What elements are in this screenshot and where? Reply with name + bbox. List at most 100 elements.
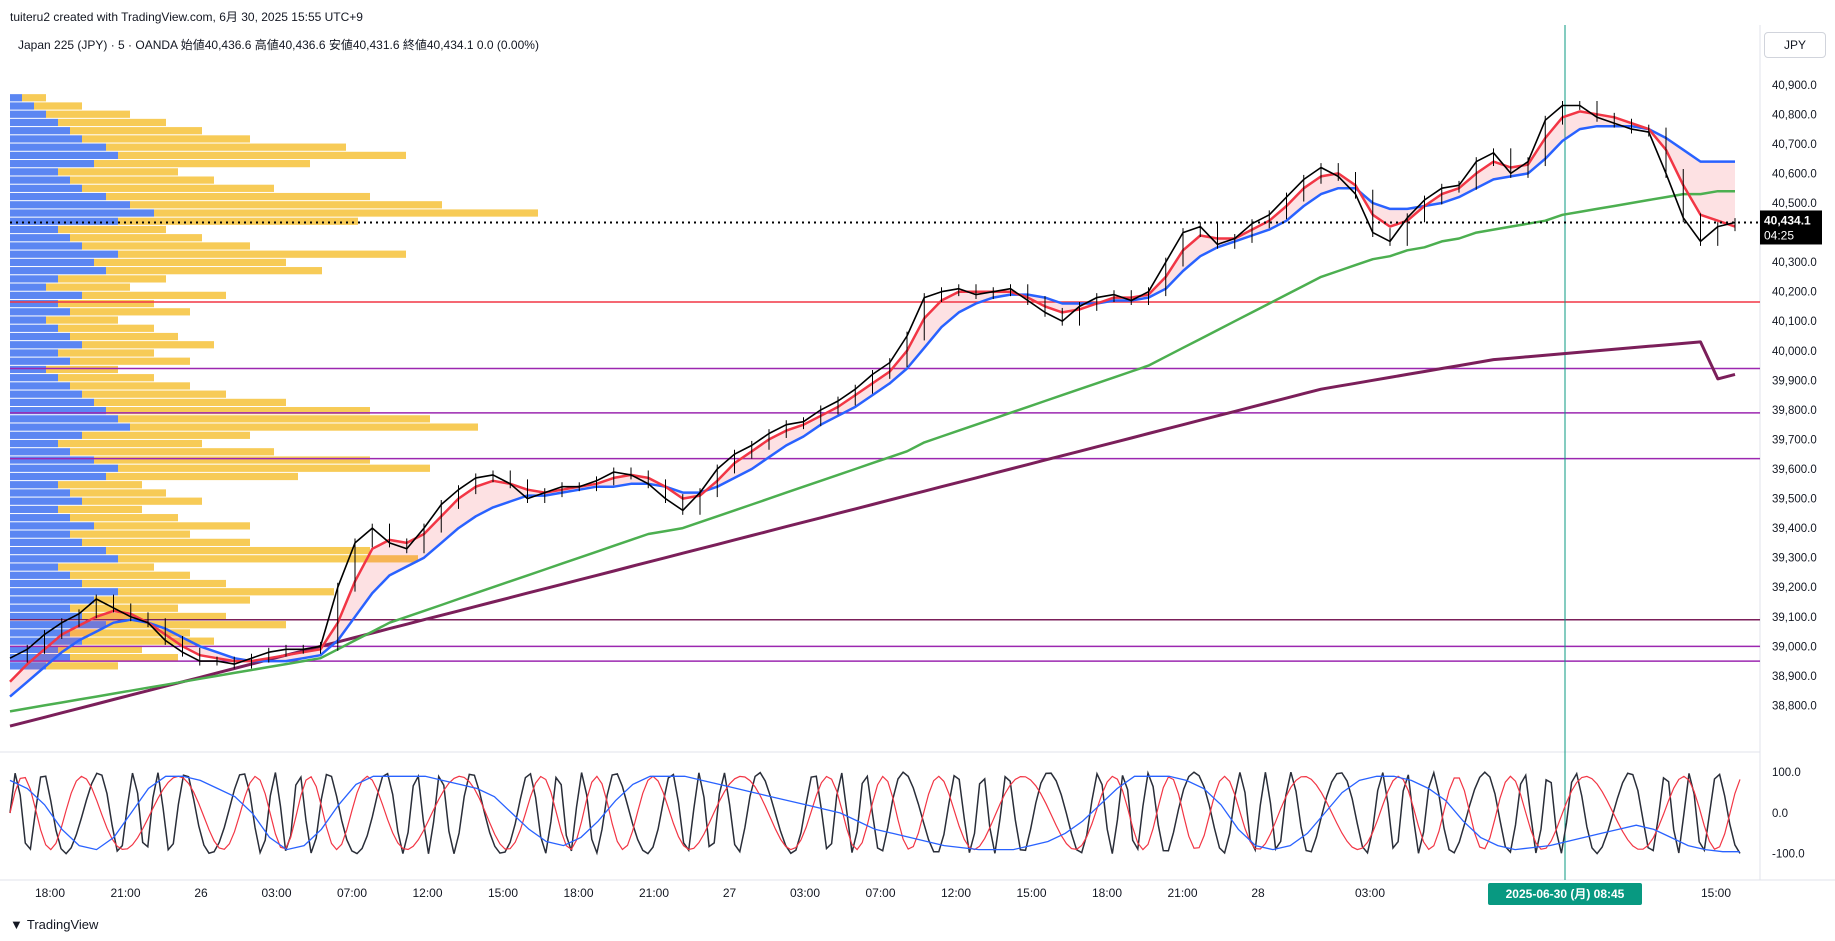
volume-profile-sell-bar (70, 176, 214, 184)
volume-profile-sell-bar (70, 357, 190, 365)
volume-profile-buy-bar (10, 481, 58, 489)
x-tick-label: 12:00 (941, 886, 971, 900)
y-tick-label: 40,300.0 (1772, 257, 1817, 269)
y-tick-label: 39,200.0 (1772, 582, 1817, 594)
volume-profile-sell-bar (34, 102, 82, 110)
volume-profile-buy-bar (10, 118, 58, 127)
volume-profile-buy-bar (10, 332, 70, 341)
volume-profile-sell-bar (106, 143, 346, 151)
volume-profile-sell-bar (82, 242, 250, 250)
volume-profile-sell-bar (46, 365, 118, 374)
volume-profile-sell-bar (46, 316, 118, 324)
volume-profile-buy-bar (10, 242, 82, 250)
volume-profile-buy-bar (10, 94, 22, 102)
volume-profile-buy-bar (10, 505, 58, 514)
x-tick-label: 15:00 (1701, 886, 1731, 900)
volume-profile-sell-bar (58, 168, 178, 176)
volume-profile-buy-bar (10, 209, 154, 217)
volume-profile-buy-bar (10, 308, 70, 316)
symbol-ohlc-line[interactable]: Japan 225 (JPY) · 5 · OANDA 始値40,436.6 高… (18, 38, 539, 52)
volume-profile-buy-bar (10, 571, 70, 579)
y-tick-label: 39,000.0 (1772, 641, 1817, 653)
currency-button[interactable]: JPY (1764, 32, 1826, 58)
volume-profile-sell-bar (58, 118, 166, 127)
last-price-label: 40,434.1 (1764, 213, 1811, 227)
osc-y-tick-label: 0.0 (1772, 808, 1788, 820)
x-tick-label: 18:00 (563, 886, 593, 900)
volume-profile-buy-bar (10, 654, 70, 662)
volume-profile-sell-bar (118, 151, 406, 160)
x-tick-label: 07:00 (865, 886, 895, 900)
volume-profile-buy-bar (10, 217, 118, 225)
volume-profile-buy-bar (10, 423, 130, 431)
x-tick-label: 18:00 (1092, 886, 1122, 900)
volume-profile-sell-bar (58, 645, 142, 654)
volume-profile-sell-bar (70, 654, 178, 662)
volume-profile-sell-bar (70, 308, 190, 316)
volume-profile-sell-bar (46, 283, 130, 291)
y-tick-label: 40,600.0 (1772, 168, 1817, 180)
volume-profile-sell-bar (82, 637, 214, 645)
volume-profile-buy-bar (10, 645, 58, 654)
volume-profile-sell-bar (70, 489, 166, 497)
volume-profile-buy-bar (10, 604, 70, 612)
x-tick-label: 21:00 (110, 886, 140, 900)
volume-profile-sell-bar (82, 579, 226, 588)
volume-profile-sell-bar (58, 563, 154, 571)
volume-profile-sell-bar (118, 464, 430, 472)
volume-profile-sell-bar (70, 127, 202, 135)
x-tick-label: 15:00 (1016, 886, 1046, 900)
volume-profile-buy-bar (10, 102, 34, 110)
volume-profile-sell-bar (94, 258, 286, 267)
y-tick-label: 38,800.0 (1772, 700, 1817, 712)
y-tick-label: 39,600.0 (1772, 464, 1817, 476)
volume-profile-sell-bar (82, 341, 214, 349)
volume-profile-buy-bar (10, 201, 130, 209)
volume-profile-buy-bar (10, 291, 82, 299)
volume-profile-sell-bar (46, 110, 130, 118)
volume-profile-buy-bar (10, 612, 82, 621)
volume-profile-sell-bar (58, 439, 202, 448)
y-tick-label: 39,500.0 (1772, 494, 1817, 506)
osc-y-tick-label: -100.0 (1772, 849, 1805, 861)
volume-profile-sell-bar (94, 160, 310, 168)
volume-profile-buy-bar (10, 382, 70, 390)
brand-label: TradingView (26, 917, 99, 932)
volume-profile-buy-bar (10, 267, 106, 275)
volume-profile-sell-bar (118, 588, 334, 596)
volume-profile-buy-bar (10, 316, 46, 324)
volume-profile-sell-bar (58, 299, 154, 308)
y-tick-label: 40,700.0 (1772, 139, 1817, 151)
volume-profile-sell-bar (70, 332, 178, 341)
volume-profile-sell-bar (70, 629, 190, 637)
volume-profile-sell-bar (82, 291, 226, 299)
volume-profile-buy-bar (10, 472, 106, 481)
volume-profile-sell-bar (130, 201, 442, 209)
volume-profile-sell-bar (82, 390, 226, 398)
x-tick-label: 03:00 (1355, 886, 1385, 900)
volume-profile-sell-bar (58, 349, 154, 357)
volume-profile-sell-bar (106, 192, 370, 201)
volume-profile-buy-bar (10, 563, 58, 571)
volume-profile-buy-bar (10, 151, 118, 160)
y-tick-label: 40,800.0 (1772, 109, 1817, 121)
volume-profile-sell-bar (118, 250, 406, 258)
volume-profile-buy-bar (10, 184, 82, 192)
volume-profile-sell-bar (58, 275, 166, 283)
chart-credit: tuiteru2 created with TradingView.com, 6… (10, 10, 363, 24)
volume-profile-buy-bar (10, 160, 94, 168)
volume-profile-sell-bar (70, 234, 202, 242)
volume-profile-buy-bar (10, 538, 82, 546)
volume-profile-sell-bar (70, 382, 190, 390)
y-tick-label: 39,800.0 (1772, 405, 1817, 417)
volume-profile-sell-bar (118, 217, 358, 225)
volume-profile-buy-bar (10, 530, 70, 538)
volume-profile-buy-bar (10, 555, 118, 563)
y-tick-label: 40,000.0 (1772, 346, 1817, 358)
volume-profile-buy-bar (10, 415, 118, 423)
volume-profile-buy-bar (10, 431, 82, 439)
volume-profile-buy-bar (10, 349, 58, 357)
volume-profile-buy-bar (10, 365, 46, 374)
volume-profile-buy-bar (10, 497, 82, 505)
